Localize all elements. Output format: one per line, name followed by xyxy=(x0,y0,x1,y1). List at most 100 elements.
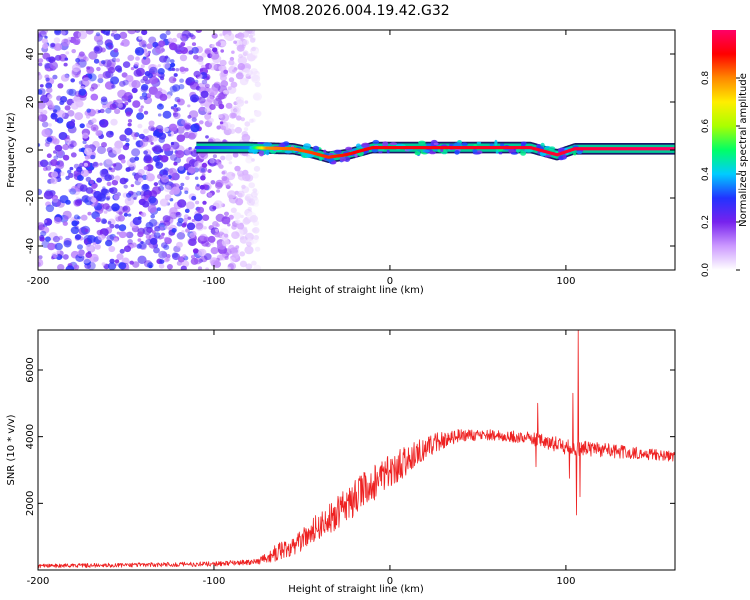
carrier-blob xyxy=(327,152,335,156)
noise-speckle xyxy=(85,30,94,35)
noise-speckle xyxy=(143,110,149,115)
noise-speckle xyxy=(78,51,85,57)
carrier-blob xyxy=(422,149,431,153)
noise-speckle xyxy=(229,257,236,263)
noise-speckle xyxy=(137,238,142,242)
noise-speckle xyxy=(88,51,98,60)
noise-speckle xyxy=(50,43,56,48)
noise-speckle xyxy=(142,201,150,208)
noise-speckle xyxy=(44,236,51,242)
noise-speckle xyxy=(135,56,140,61)
noise-speckle xyxy=(223,69,229,75)
noise-speckle xyxy=(110,118,118,126)
figure-title: YM08.2026.004.19.42.G32 xyxy=(261,3,449,19)
noise-speckle xyxy=(134,156,140,161)
noise-speckle xyxy=(235,219,241,224)
noise-speckle xyxy=(210,247,219,255)
noise-speckle xyxy=(151,135,158,142)
noise-speckle xyxy=(186,222,196,231)
noise-speckle xyxy=(127,30,137,35)
snr-series-line xyxy=(38,330,675,569)
noise-speckle xyxy=(102,219,107,224)
noise-speckle xyxy=(169,42,178,51)
noise-speckle xyxy=(93,190,102,199)
noise-speckle xyxy=(172,78,177,82)
noise-speckle xyxy=(176,221,183,227)
noise-speckle xyxy=(106,181,112,187)
noise-speckle xyxy=(178,165,184,171)
noise-speckle xyxy=(177,118,186,127)
noise-speckle xyxy=(208,87,218,96)
noise-speckle xyxy=(180,182,185,187)
noise-speckle xyxy=(247,207,252,211)
noise-speckle xyxy=(57,264,65,270)
noise-speckle xyxy=(152,186,162,195)
noise-speckle xyxy=(159,235,165,240)
noise-speckle xyxy=(141,92,148,98)
noise-speckle xyxy=(189,232,196,238)
noise-speckle xyxy=(48,58,54,64)
noise-speckle xyxy=(106,147,114,153)
noise-speckle xyxy=(171,37,178,43)
noise-speckle xyxy=(45,165,52,171)
noise-speckle xyxy=(204,49,211,55)
noise-speckle xyxy=(201,79,208,85)
noise-speckle xyxy=(107,66,116,74)
noise-speckle xyxy=(99,119,105,126)
noise-speckle xyxy=(53,255,57,259)
noise-speckle xyxy=(244,67,250,74)
noise-speckle xyxy=(65,199,71,205)
noise-speckle xyxy=(176,241,183,248)
y-tick-label: 2000 xyxy=(25,491,36,516)
noise-speckle xyxy=(137,169,145,176)
carrier-blob xyxy=(265,149,270,156)
snr-panel: -200 -100 0 100 2000 4000 6000 Height of stra… xyxy=(6,329,676,595)
noise-speckle xyxy=(138,241,147,250)
noise-speckle xyxy=(132,100,141,108)
noise-speckle xyxy=(233,40,238,44)
noise-speckle xyxy=(92,242,97,246)
noise-speckle xyxy=(215,159,219,163)
noise-speckle xyxy=(118,224,127,232)
noise-speckle xyxy=(127,54,135,62)
noise-speckle xyxy=(194,160,203,169)
noise-speckle xyxy=(127,99,132,103)
noise-speckle xyxy=(108,245,116,253)
noise-speckle xyxy=(158,263,165,269)
noise-speckle xyxy=(45,77,50,82)
carrier-blob xyxy=(382,141,389,147)
noise-speckle xyxy=(85,244,94,251)
noise-speckle xyxy=(185,228,190,233)
noise-speckle xyxy=(105,239,113,247)
noise-speckle xyxy=(187,216,192,220)
noise-speckle xyxy=(100,47,106,53)
noise-speckle xyxy=(113,48,119,53)
noise-speckle xyxy=(214,50,219,55)
noise-speckle xyxy=(124,196,135,206)
noise-speckle xyxy=(177,99,181,103)
noise-speckle xyxy=(137,255,147,264)
noise-speckle xyxy=(77,30,88,40)
noise-speckle xyxy=(93,162,98,167)
noise-speckle xyxy=(163,185,172,193)
noise-speckle xyxy=(50,159,58,167)
noise-speckle xyxy=(114,224,120,229)
noise-speckle xyxy=(147,204,157,213)
noise-speckle xyxy=(228,161,233,165)
noise-speckle xyxy=(160,174,170,183)
noise-speckle xyxy=(106,192,111,197)
noise-speckle xyxy=(38,89,43,95)
spectrogram-carrier xyxy=(194,139,675,165)
noise-speckle xyxy=(68,144,74,150)
noise-speckle xyxy=(93,58,100,64)
spectrogram-noise xyxy=(38,30,262,270)
y-tick-label: 40 xyxy=(25,48,36,61)
noise-speckle xyxy=(97,73,104,79)
noise-speckle xyxy=(77,249,85,257)
noise-speckle xyxy=(237,56,248,65)
noise-speckle xyxy=(240,117,245,122)
carrier-blob xyxy=(258,150,265,157)
noise-speckle xyxy=(152,155,160,162)
carrier-blob xyxy=(323,149,327,153)
